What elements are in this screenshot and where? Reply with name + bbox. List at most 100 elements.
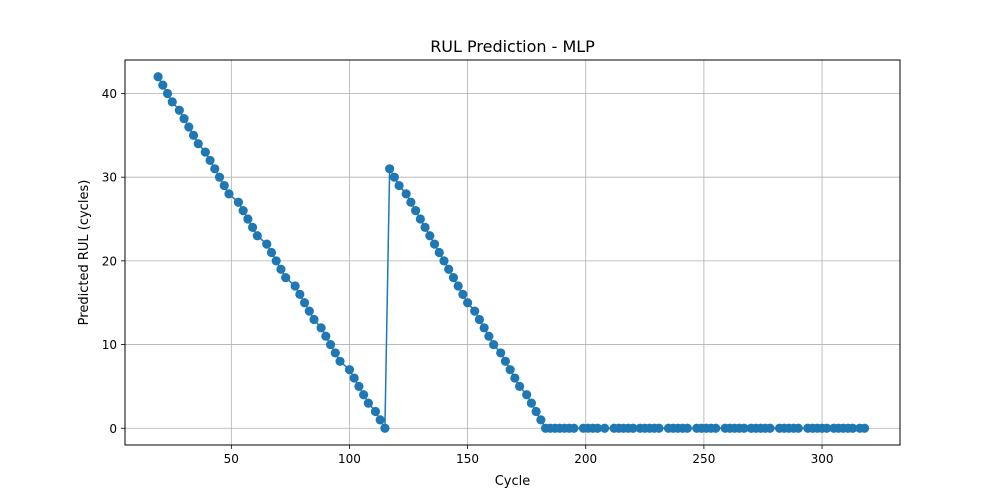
data-point	[474, 314, 485, 325]
data-point	[739, 423, 749, 433]
data-point	[309, 314, 319, 325]
data-point	[536, 415, 546, 425]
x-tick-label: 100	[338, 452, 361, 466]
y-tick-label: 0	[109, 422, 117, 436]
data-point	[401, 189, 411, 199]
data-point	[153, 72, 163, 82]
data-point	[344, 365, 355, 375]
data-point	[458, 289, 468, 299]
y-tick-label: 20	[102, 254, 117, 268]
y-axis-label: Predicted RUL (cycles)	[77, 180, 92, 326]
x-tick-label: 50	[224, 452, 239, 466]
x-axis-ticks: 50 100 150 200 250 300	[224, 445, 834, 466]
data-point	[711, 423, 721, 433]
data-point	[210, 164, 220, 174]
data-point	[205, 155, 215, 166]
data-point	[628, 423, 638, 433]
data-point	[243, 214, 253, 224]
data-point	[765, 423, 775, 433]
x-tick-label: 200	[574, 452, 597, 466]
data-point	[295, 289, 305, 299]
data-point	[316, 323, 326, 333]
data-point	[370, 406, 381, 417]
data-point	[375, 415, 385, 425]
x-tick-label: 250	[692, 452, 715, 466]
data-point	[299, 298, 310, 308]
data-point	[389, 172, 399, 182]
data-point	[463, 298, 473, 308]
data-point	[276, 264, 286, 274]
data-point	[321, 331, 331, 341]
data-point	[281, 273, 291, 283]
data-point	[394, 180, 404, 191]
data-point	[359, 390, 369, 400]
data-point	[385, 164, 395, 174]
data-point	[510, 373, 520, 383]
data-point	[290, 281, 300, 291]
data-point	[654, 423, 664, 433]
data-point	[179, 113, 189, 124]
data-point	[470, 306, 480, 316]
data-point	[522, 390, 532, 400]
data-point	[531, 406, 541, 417]
data-point	[167, 97, 177, 107]
data-point	[380, 423, 390, 433]
data-point	[453, 281, 463, 291]
data-point	[500, 356, 511, 366]
data-point	[330, 348, 340, 358]
data-point	[188, 130, 199, 140]
data-series	[153, 72, 870, 433]
data-point	[489, 339, 499, 350]
data-point	[415, 214, 425, 224]
data-point	[429, 239, 440, 249]
data-point	[411, 206, 421, 216]
data-point	[238, 206, 248, 216]
data-point	[484, 331, 494, 341]
data-point	[325, 339, 336, 350]
data-point	[439, 256, 449, 266]
data-point	[219, 180, 229, 191]
data-point	[349, 373, 359, 383]
data-point	[848, 423, 858, 433]
data-point	[592, 423, 603, 433]
data-point	[569, 423, 579, 433]
data-point	[200, 147, 210, 157]
y-tick-label: 40	[102, 87, 117, 101]
x-axis-label: Cycle	[495, 474, 531, 489]
plot-frame	[124, 59, 901, 446]
data-point	[247, 222, 258, 232]
data-point	[224, 189, 234, 199]
y-tick-label: 30	[102, 171, 117, 185]
data-point	[505, 365, 515, 375]
x-tick-label: 150	[456, 452, 479, 466]
data-point	[184, 122, 194, 132]
data-point	[304, 306, 314, 316]
data-point	[335, 356, 345, 366]
data-point	[514, 381, 525, 392]
data-point	[406, 197, 416, 207]
x-tick-label: 300	[811, 452, 834, 466]
data-point	[600, 423, 610, 433]
data-point	[434, 247, 444, 258]
data-point	[193, 139, 203, 149]
data-point	[266, 247, 277, 258]
data-point	[859, 423, 870, 433]
data-point	[496, 348, 506, 358]
data-point	[354, 381, 364, 392]
data-point	[233, 197, 244, 207]
data-point	[793, 423, 804, 433]
data-point	[158, 80, 168, 90]
chart-title: RUL Prediction - MLP	[430, 37, 595, 56]
data-point	[271, 256, 281, 266]
data-point	[252, 231, 262, 241]
data-point	[174, 105, 184, 115]
data-point	[479, 323, 489, 333]
data-point	[682, 423, 692, 433]
data-point	[526, 398, 537, 408]
data-point	[162, 88, 173, 99]
data-point	[420, 222, 430, 232]
data-point	[448, 273, 459, 283]
y-axis-ticks: 0 10 20 30 40	[102, 87, 125, 436]
